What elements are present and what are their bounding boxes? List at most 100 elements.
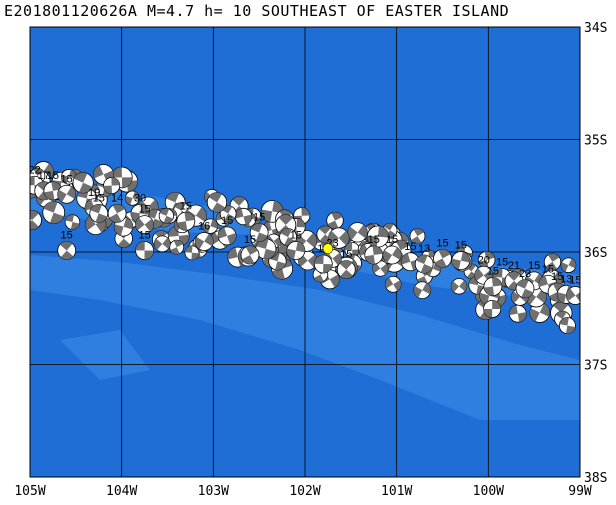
- mechanism-depth-label: 15: [487, 266, 499, 278]
- focal-mechanism-beachball: [560, 257, 577, 274]
- focal-mechanism-beachball: [336, 260, 356, 280]
- focal-mechanism-beachball: [326, 211, 344, 230]
- lon-label: 104W: [106, 484, 137, 499]
- focal-mechanism-beachball: [364, 245, 384, 265]
- mechanism-depth-label: 15: [404, 241, 416, 253]
- lat-label: 35S: [584, 134, 607, 149]
- lon-label: 99W: [568, 484, 592, 499]
- focal-mechanism-beachball: [217, 226, 237, 246]
- focal-mechanisms: 2217151519151430151515151615151515231715…: [28, 161, 581, 335]
- mechanism-depth-label: 15: [496, 257, 508, 269]
- lat-label: 36S: [584, 246, 607, 261]
- focal-mechanism-beachball: [107, 203, 127, 223]
- lon-label: 101W: [381, 484, 412, 499]
- epicenter-layer: [322, 243, 334, 254]
- mechanism-depth-label: 21: [508, 260, 520, 272]
- mechanism-depth-label: 13: [418, 243, 430, 255]
- focal-mechanism-beachball: [328, 227, 350, 249]
- mechanism-depth-label: 15: [61, 230, 73, 242]
- lat-label: 34S: [584, 21, 607, 36]
- mechanism-depth-label: 15: [138, 230, 150, 242]
- focal-mechanism-beachball: [566, 286, 580, 305]
- mechanism-depth-label: 15: [138, 204, 150, 216]
- mechanism-depth-label: 15: [290, 230, 302, 242]
- focal-mechanism-beachball: [57, 184, 77, 204]
- mechanism-depth-label: 15: [569, 275, 581, 287]
- lon-label: 105W: [14, 484, 45, 499]
- focal-mechanism-beachball: [313, 254, 333, 274]
- axis-labels: 105W 104W 103W 102W 101W 100W 99W 34S 35S 36S 37S 3…: [14, 21, 607, 499]
- focal-mechanism-beachball: [176, 211, 196, 231]
- mechanism-depth-label: 30: [134, 192, 146, 204]
- focal-mechanism-beachball: [72, 172, 94, 194]
- focal-mechanism-beachball: [158, 208, 175, 224]
- focal-mechanism-beachball: [401, 252, 420, 272]
- focal-mechanism-beachball: [451, 251, 471, 271]
- mechanism-depth-label: 15: [528, 260, 540, 272]
- focal-mechanism-beachball: [413, 281, 432, 299]
- mechanism-depth-label: 15: [551, 271, 563, 283]
- focal-mechanism-beachball: [483, 277, 503, 296]
- focal-mechanism-beachball: [89, 203, 109, 223]
- focal-mechanism-beachball: [384, 275, 402, 293]
- focal-mechanism-beachball: [103, 177, 121, 195]
- focal-mechanism-beachball: [414, 254, 434, 274]
- mechanism-depth-label: 16: [198, 221, 210, 233]
- mechanism-depth-label: 15: [368, 234, 380, 246]
- mechanism-depth-label: 13: [560, 273, 572, 285]
- lon-label: 102W: [289, 484, 320, 499]
- focal-mechanism-beachball: [57, 241, 77, 260]
- focal-mechanism-beachball: [366, 225, 389, 248]
- focal-mechanism-beachball: [409, 228, 426, 245]
- mechanism-depth-label: 15: [221, 215, 233, 227]
- map-title: E201801120626A M=4.7 h= 10 SOUTHEAST OF …: [4, 2, 510, 20]
- mechanism-depth-label: 19: [88, 187, 100, 199]
- focal-mechanism-beachball: [194, 232, 214, 251]
- mechanism-depth-label: 15: [253, 212, 265, 224]
- focal-mechanism-beachball: [61, 169, 77, 185]
- mechanism-depth-label: 17: [38, 170, 50, 182]
- focal-mechanism-beachball: [483, 299, 502, 318]
- mechanism-depth-label: 15: [340, 249, 352, 261]
- focal-mechanism-beachball: [279, 228, 297, 247]
- focal-mechanism-beachball: [347, 222, 368, 243]
- lon-label: 103W: [198, 484, 229, 499]
- mechanism-depth-label: 15: [47, 170, 59, 182]
- mechanism-depth-label: 15: [93, 192, 105, 204]
- mechanism-depth-label: 22: [28, 164, 40, 176]
- focal-mechanism-beachball: [382, 245, 402, 265]
- mechanism-depth-label: 23: [519, 268, 531, 280]
- mechanism-depth-label: 15: [436, 237, 448, 249]
- epicenter-marker: [322, 243, 334, 254]
- lat-label: 37S: [584, 359, 607, 374]
- focal-mechanism-beachball: [558, 317, 576, 335]
- focal-mechanism-beachball: [169, 239, 185, 255]
- focal-mechanism-beachball: [450, 278, 468, 295]
- map-frame: [29, 26, 581, 478]
- mechanism-depth-label: 15: [61, 173, 73, 185]
- focal-mechanism-beachball: [42, 201, 66, 224]
- mechanism-depth-label: 14: [111, 192, 123, 204]
- mechanism-depth-label: 15: [386, 234, 398, 246]
- lon-label: 100W: [473, 484, 504, 499]
- ridge-shape: [60, 330, 150, 380]
- focal-mechanism-beachball: [508, 304, 527, 323]
- focal-mechanism-beachball: [124, 190, 141, 206]
- focal-mechanism-beachball: [433, 248, 452, 268]
- focal-mechanism-beachball: [249, 223, 269, 242]
- focal-mechanism-beachball: [202, 218, 219, 234]
- mechanism-depth-label: 15: [180, 200, 192, 212]
- focal-mechanism-beachball: [543, 253, 562, 271]
- focal-mechanism-beachball: [206, 192, 228, 213]
- mechanism-depth-label: 15: [244, 234, 256, 246]
- focal-mechanism-beachball: [135, 241, 154, 260]
- mechanism-depth-label: 20: [478, 254, 490, 266]
- focal-mechanism-beachball: [240, 245, 260, 265]
- mechanism-depth-label: 15: [455, 240, 467, 252]
- focal-mechanism-beachball: [153, 235, 171, 253]
- focal-mechanism-beachball: [184, 245, 200, 261]
- mechanism-depth-label: 15: [542, 263, 554, 275]
- focal-mechanism-beachball: [30, 210, 42, 231]
- focal-mechanism-beachball: [135, 215, 154, 235]
